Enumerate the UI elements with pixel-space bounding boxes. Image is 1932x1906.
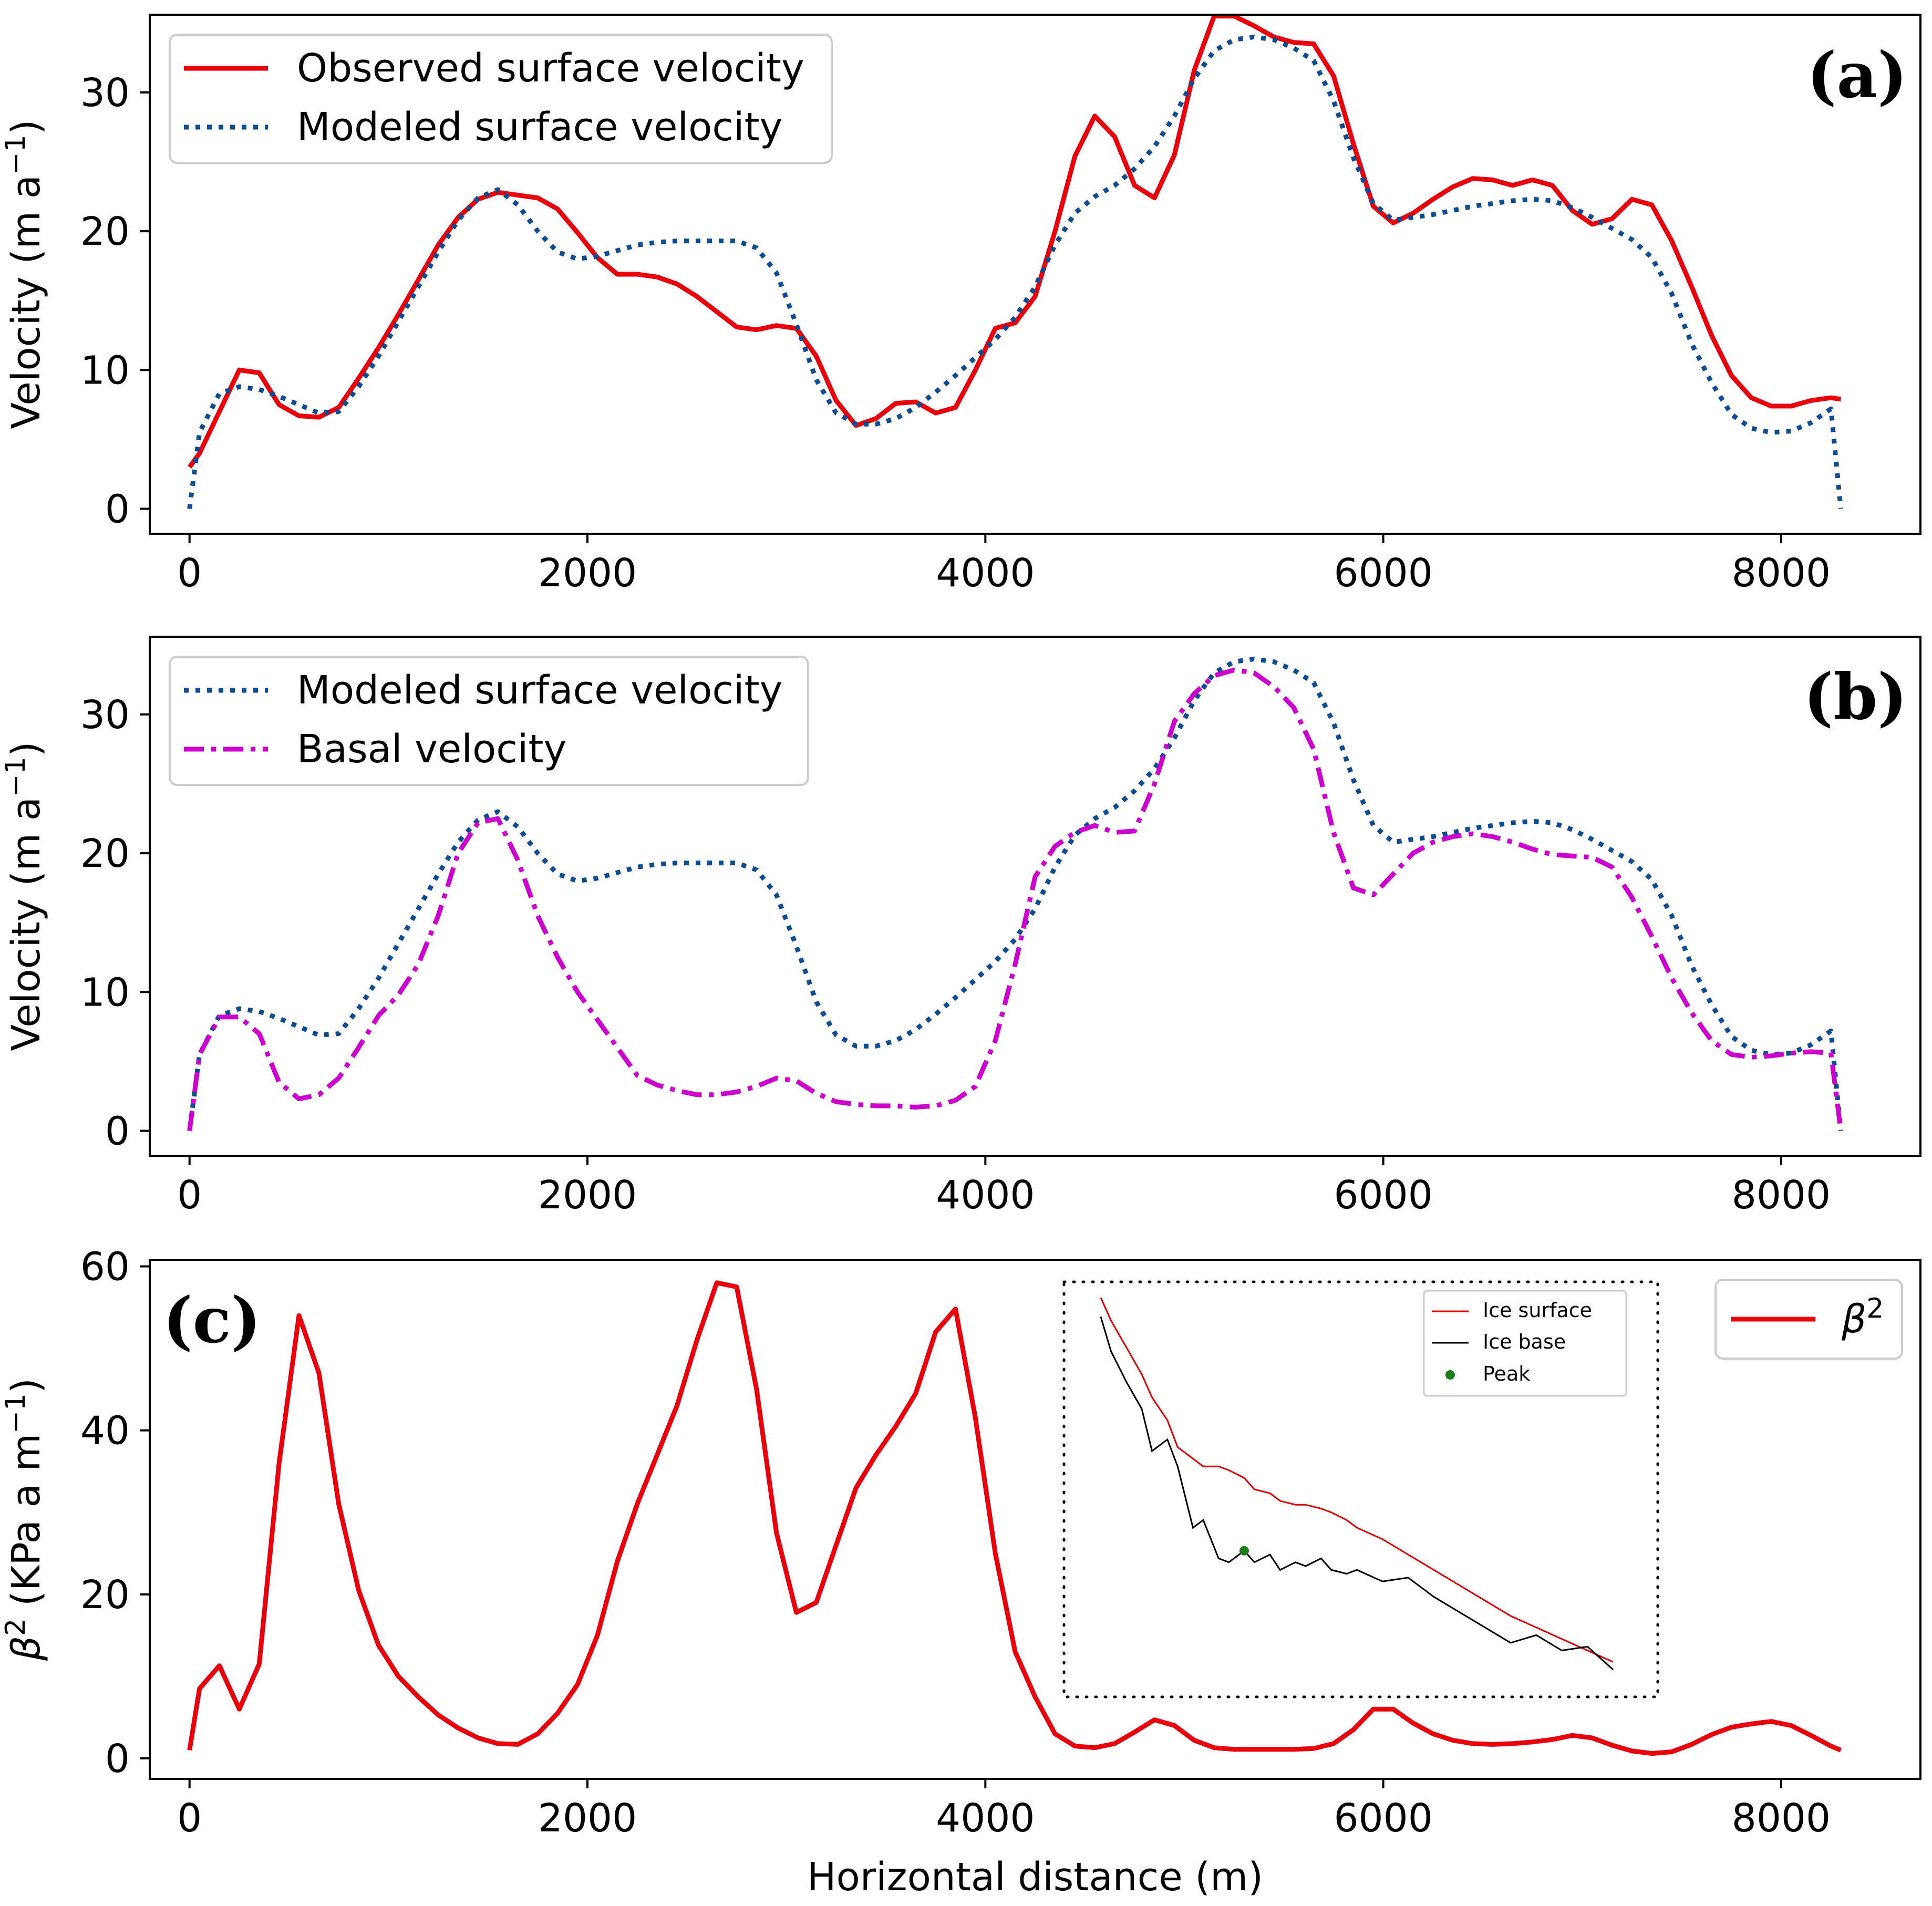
legend-observed-label: Observed surface velocity bbox=[297, 46, 804, 91]
panel-b-frame bbox=[149, 636, 1921, 1157]
inset-peak-marker bbox=[1239, 1546, 1249, 1556]
series-line-- bbox=[187, 1280, 1842, 1756]
panel-b-label: (b) bbox=[1804, 660, 1907, 734]
y-tick-label: 0 bbox=[105, 1736, 130, 1781]
y-tick-label: 20 bbox=[80, 209, 130, 254]
x-tick-label: 8000 bbox=[1732, 1173, 1831, 1218]
panel-c-frame bbox=[149, 1259, 1921, 1780]
legend-basal-label: Basal velocity bbox=[297, 727, 566, 772]
inset-legend-peak-label: Peak bbox=[1483, 1362, 1530, 1385]
inset-legend-base-label: Ice base bbox=[1483, 1330, 1566, 1353]
y-tick-label: 10 bbox=[80, 970, 130, 1015]
y-tick-label: 10 bbox=[80, 348, 130, 393]
x-tick-label: 4000 bbox=[936, 551, 1035, 596]
series-line-basal-velocity bbox=[187, 667, 1843, 1131]
x-tick-label: 4000 bbox=[936, 1796, 1035, 1841]
inset-legend-surface-label: Ice surface bbox=[1483, 1299, 1592, 1322]
x-tick-label: 6000 bbox=[1334, 1173, 1432, 1218]
x-tick-label: 0 bbox=[177, 1796, 202, 1841]
panel-c-ylabel: β2 (KPa a m−1) bbox=[0, 1378, 49, 1661]
inset-legend-peak-marker bbox=[1445, 1370, 1455, 1380]
legend-beta-label: β2 bbox=[1841, 1293, 1884, 1342]
panel-c-legend: β2 bbox=[1714, 1279, 1903, 1360]
inset-profile: Ice surface Ice base Peak bbox=[1062, 1280, 1659, 1698]
y-tick-label: 20 bbox=[80, 831, 130, 876]
y-tick-label: 0 bbox=[105, 486, 130, 532]
x-tick-label: 8000 bbox=[1732, 551, 1831, 596]
y-tick-label: 30 bbox=[80, 70, 130, 116]
y-tick-label: 20 bbox=[80, 1572, 130, 1618]
x-tick-label: 2000 bbox=[538, 1173, 637, 1218]
panel-a-label: (a) bbox=[1807, 38, 1907, 112]
y-tick-label: 60 bbox=[80, 1244, 130, 1289]
y-tick-label: 30 bbox=[80, 692, 130, 738]
panel-b-velocity: 0 2000 4000 6000 8000 0 10 20 30 Velocity (m a−1… bbox=[0, 636, 1921, 1218]
x-tick-label: 0 bbox=[177, 551, 202, 596]
x-tick-label: 4000 bbox=[936, 1173, 1035, 1218]
panel-a-legend: Observed surface velocity Modeled surfac… bbox=[169, 34, 833, 164]
y-tick-label: 0 bbox=[105, 1109, 130, 1154]
panel-b-legend: Modeled surface velocity Basal velocity bbox=[169, 656, 809, 786]
panel-a-ylabel: Velocity (m a−1) bbox=[0, 119, 49, 429]
y-tick-label: 40 bbox=[80, 1408, 130, 1454]
x-tick-label: 8000 bbox=[1732, 1796, 1831, 1841]
inset-legend: Ice surface Ice base Peak bbox=[1423, 1290, 1627, 1397]
legend-modeled-label: Modeled surface velocity bbox=[297, 105, 782, 150]
panel-c-label: (c) bbox=[163, 1283, 261, 1358]
legend-modeled-label: Modeled surface velocity bbox=[297, 668, 782, 713]
panel-a-frame bbox=[149, 14, 1921, 535]
x-tick-label: 6000 bbox=[1334, 1796, 1432, 1841]
x-tick-label: 2000 bbox=[538, 551, 637, 596]
x-tick-label: 0 bbox=[177, 1173, 202, 1218]
inset-ice-surface-line bbox=[1100, 1297, 1614, 1663]
x-tick-label: 6000 bbox=[1334, 551, 1432, 596]
panel-a-velocity: 0 2000 4000 6000 8000 0 10 20 30 Velocity (m a−1… bbox=[0, 14, 1921, 596]
panel-c-xlabel: Horizontal distance (m) bbox=[807, 1855, 1263, 1900]
x-tick-label: 2000 bbox=[538, 1796, 637, 1841]
panel-b-ylabel: Velocity (m a−1) bbox=[0, 741, 49, 1051]
inset-ice-base-line bbox=[1100, 1317, 1614, 1671]
